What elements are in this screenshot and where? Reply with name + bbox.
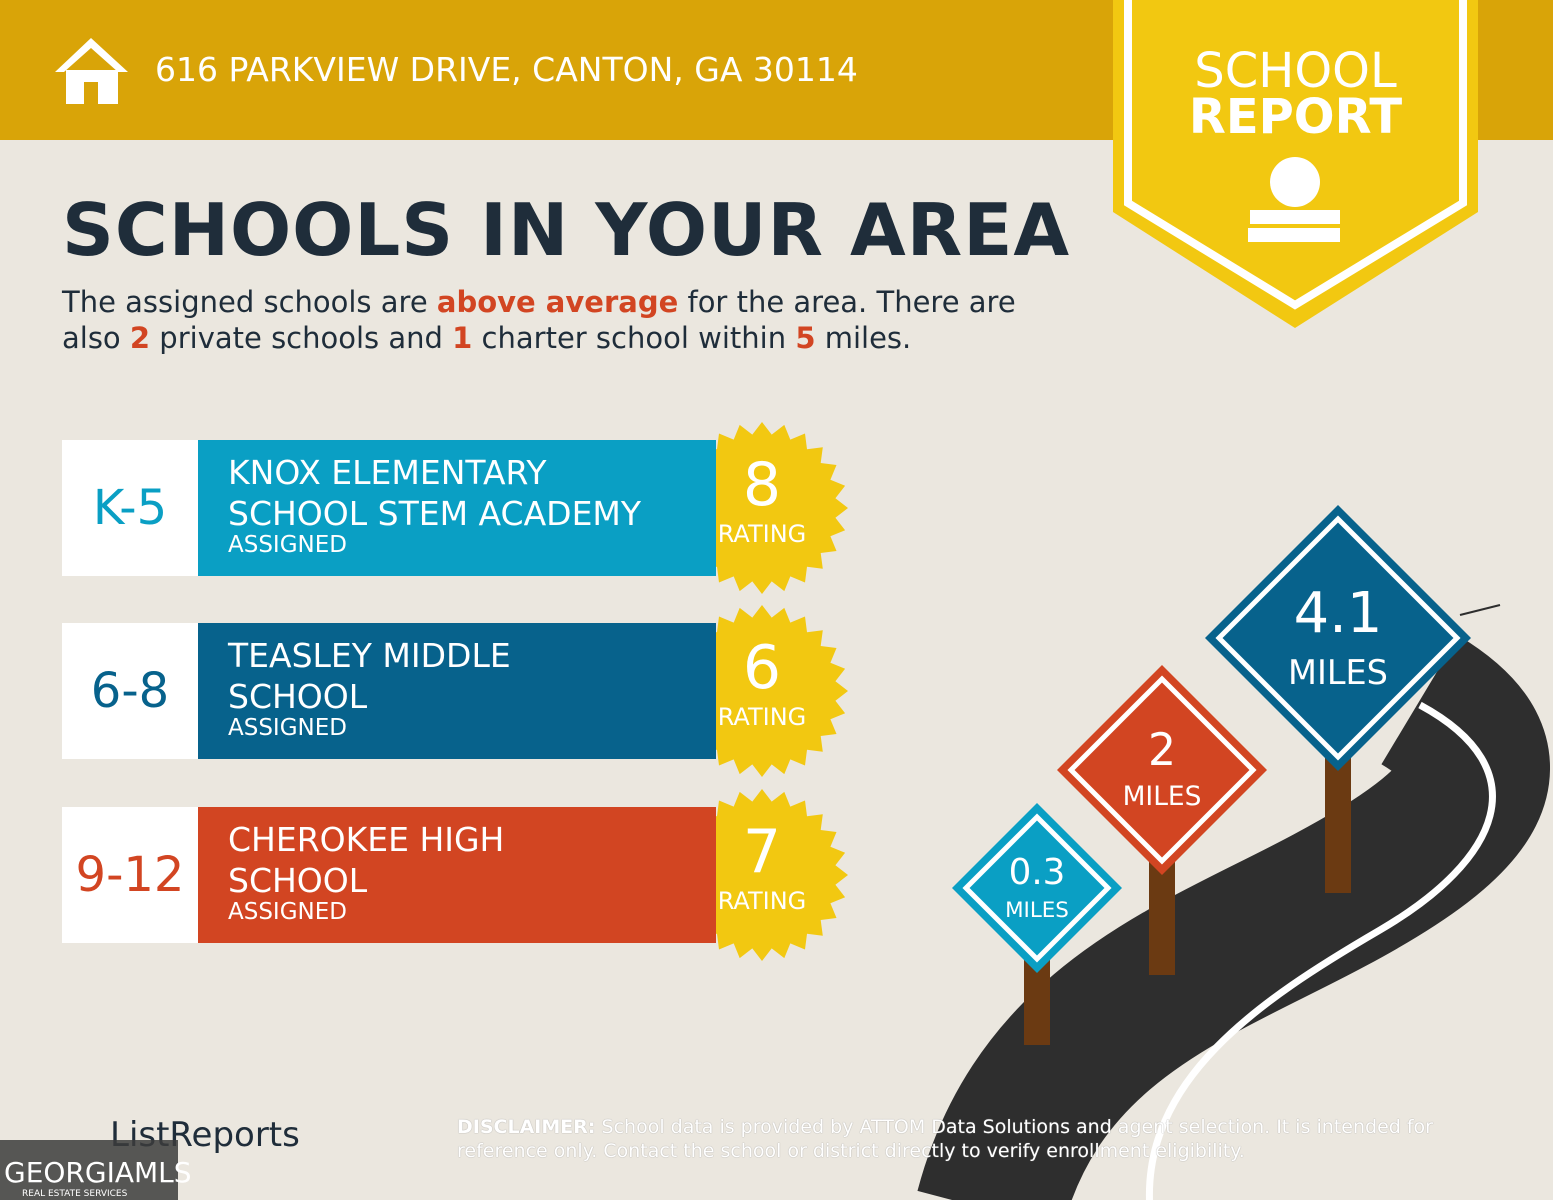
grade-label: K-5 — [92, 480, 168, 536]
grade-label: 9-12 — [75, 847, 185, 903]
sign-border — [1067, 675, 1257, 865]
grade-label: 6-8 — [90, 663, 170, 719]
summary-segment: above average — [436, 285, 679, 319]
rating-label: RATING — [717, 520, 807, 548]
rating-burst — [676, 789, 848, 961]
home-icon — [55, 38, 128, 104]
summary-segment: 1 — [452, 321, 473, 355]
badge-outline — [1124, 0, 1467, 310]
rating: 6 RATING — [677, 633, 847, 731]
watermark-sub: REAL ESTATE SERVICES — [22, 1189, 128, 1199]
summary-segment: 5 — [795, 321, 816, 355]
sign — [952, 803, 1122, 973]
summary-segment: charter school within — [472, 321, 796, 355]
school-status: ASSIGNED — [228, 899, 347, 925]
disclaimer: DISCLAIMER: School data is provided by A… — [457, 1115, 1477, 1163]
sign-text: 2 MILES — [1057, 725, 1267, 821]
school-name-line: TEASLEY MIDDLE — [228, 636, 511, 675]
school-status: ASSIGNED — [228, 532, 347, 558]
sign-border — [1215, 515, 1461, 761]
apple-books-icon — [1248, 157, 1340, 242]
rating-value: 7 — [742, 817, 782, 887]
school-name: KNOX ELEMENTARY SCHOOL STEM ACADEMY — [228, 452, 641, 534]
badge-line1: SCHOOL — [1194, 43, 1397, 99]
rating: 7 RATING — [677, 817, 847, 915]
address: 616 PARKVIEW DRIVE, CANTON, GA 30114 — [155, 50, 858, 89]
rating-value: 8 — [742, 450, 782, 520]
summary-segment: 2 — [129, 321, 151, 355]
school-name-line: SCHOOL STEM ACADEMY — [228, 494, 642, 533]
badge-text: SCHOOL REPORT — [1113, 43, 1478, 145]
sign — [1057, 665, 1267, 875]
school-name: CHEROKEE HIGH SCHOOL — [228, 819, 504, 901]
sign-text: 4.1 MILES — [1205, 580, 1471, 702]
summary-segment: private schools and — [150, 321, 453, 355]
sign-unit: MILES — [1005, 897, 1069, 923]
school-name: TEASLEY MIDDLE SCHOOL — [228, 635, 511, 717]
school-bar: TEASLEY MIDDLE SCHOOL ASSIGNED — [198, 623, 716, 759]
sign-distance: 0.3 — [1008, 852, 1066, 894]
grade-box: 9-12 — [62, 807, 198, 943]
sign-unit: MILES — [1288, 652, 1388, 692]
sign-distance: 4.1 — [1293, 580, 1383, 646]
school-name-line: CHEROKEE HIGH — [228, 820, 505, 859]
school-status: ASSIGNED — [228, 715, 347, 741]
rating-burst — [676, 422, 848, 594]
sign-text: 0.3 MILES — [952, 854, 1122, 929]
summary-segment: for the area. There are also — [62, 285, 1016, 355]
school-name-line: KNOX ELEMENTARY — [228, 453, 547, 492]
grade-box: 6-8 — [62, 623, 198, 759]
sign-distance: 2 — [1147, 725, 1177, 777]
disclaimer-label: DISCLAIMER: — [457, 1116, 596, 1138]
rating-value: 6 — [742, 633, 782, 703]
disclaimer-text: School data is provided by ATTOM Data So… — [457, 1116, 1433, 1162]
rating-burst — [676, 605, 848, 777]
school-bar: KNOX ELEMENTARY SCHOOL STEM ACADEMY ASSIGN… — [198, 440, 716, 576]
rating: 8 RATING — [677, 450, 847, 548]
summary-segment: miles. — [815, 321, 912, 355]
watermark-text: GEORGIAMLS — [4, 1156, 192, 1189]
grade-box: K-5 — [62, 440, 198, 576]
sign-unit: MILES — [1122, 781, 1202, 813]
badge-line2: REPORT — [1188, 89, 1403, 145]
title: SCHOOLS IN YOUR AREA — [62, 188, 1071, 272]
school-name-line: SCHOOL — [228, 677, 368, 716]
summary: The assigned schools are above average f… — [62, 284, 1072, 356]
road — [917, 604, 1550, 1200]
sign — [1205, 505, 1471, 771]
rating-label: RATING — [717, 703, 807, 731]
rating-label: RATING — [717, 887, 807, 915]
summary-segment: The assigned schools are — [62, 285, 437, 319]
sign-border — [962, 813, 1112, 963]
watermark: GEORGIAMLS REAL ESTATE SERVICES — [0, 1140, 192, 1200]
school-bar: CHEROKEE HIGH SCHOOL ASSIGNED — [198, 807, 716, 943]
school-name-line: SCHOOL — [228, 861, 368, 900]
